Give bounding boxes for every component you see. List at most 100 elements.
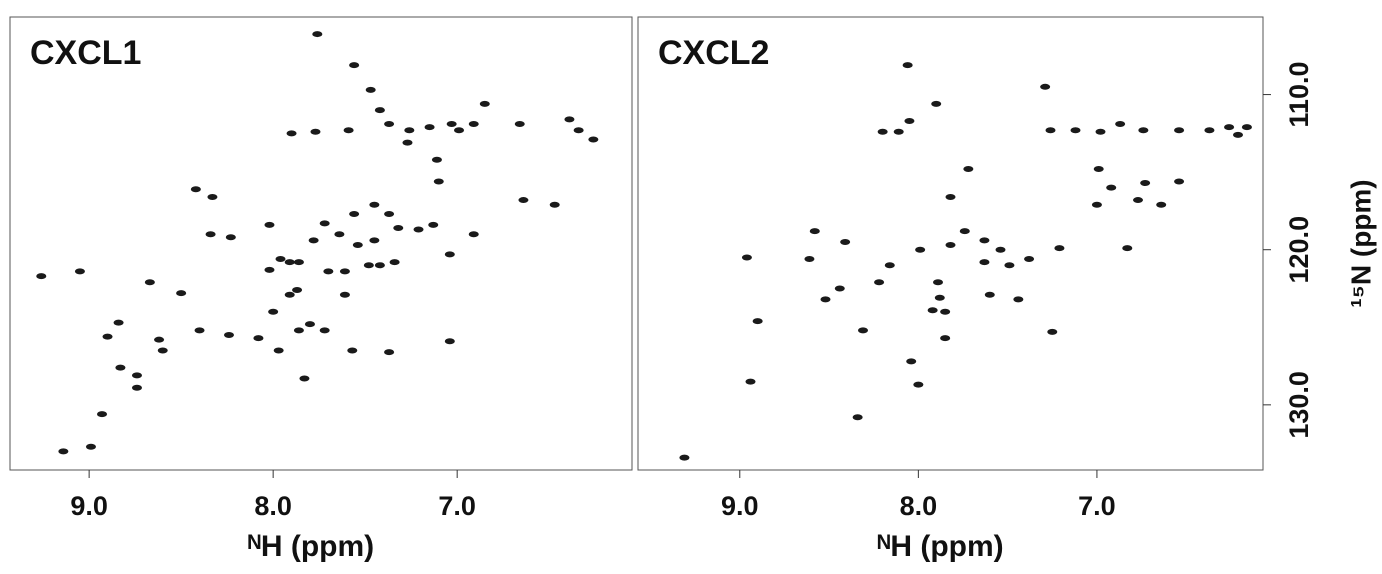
y-axis-label: ¹⁵N (ppm) (1345, 179, 1376, 307)
peak (834, 285, 845, 292)
peak (1093, 166, 1104, 173)
peak (549, 201, 560, 208)
peak (1091, 201, 1102, 208)
peak (1133, 197, 1143, 204)
peak (741, 254, 752, 261)
peak (393, 224, 404, 231)
peak (339, 291, 350, 298)
peak (1115, 121, 1126, 128)
peak (1045, 127, 1056, 134)
peak (940, 308, 951, 315)
peak (293, 327, 304, 334)
peak (275, 256, 286, 263)
peak (334, 231, 345, 238)
peak (573, 127, 584, 134)
peak (144, 279, 155, 286)
peak (264, 221, 275, 228)
peak (468, 121, 479, 128)
x-tick-label: 8.0 (254, 491, 292, 521)
peak (1138, 127, 1149, 134)
peak (323, 268, 334, 275)
peak (264, 266, 275, 273)
peak (319, 327, 330, 334)
panel-title: CXCL2 (658, 34, 769, 72)
peak (454, 127, 465, 134)
peak (312, 31, 323, 38)
peak (343, 127, 354, 134)
x-axis-label: ᴺH (ppm) (877, 530, 1003, 563)
peak (444, 251, 455, 258)
y-tick-label: 130.0 (1284, 371, 1314, 439)
peak (1004, 262, 1015, 269)
peak (902, 62, 913, 69)
peak (389, 259, 400, 266)
peak (374, 107, 385, 114)
peak (468, 231, 479, 238)
y-tick-label: 110.0 (1284, 62, 1314, 128)
peak (995, 246, 1006, 253)
peak (1095, 128, 1106, 135)
peak (927, 307, 938, 314)
peak (564, 116, 575, 123)
peak (268, 308, 279, 315)
peak (1140, 179, 1151, 186)
peak (518, 197, 529, 204)
peak (931, 100, 942, 107)
peak (1106, 184, 1117, 191)
peak (369, 237, 380, 244)
peak (225, 234, 236, 241)
peak (745, 378, 756, 385)
peak (284, 291, 295, 298)
peak (319, 220, 330, 227)
peak (154, 336, 165, 343)
peak (223, 332, 234, 339)
peak (413, 226, 424, 233)
peak (131, 372, 142, 379)
peak (1070, 127, 1081, 134)
peak (58, 448, 69, 455)
peak (1024, 256, 1035, 263)
x-tick-label: 9.0 (70, 491, 108, 521)
peak (384, 121, 395, 128)
plot-frame (9, 16, 633, 471)
peak (1174, 178, 1185, 185)
peak (176, 290, 187, 297)
peak (190, 186, 201, 193)
peak (877, 128, 888, 135)
peak (205, 231, 216, 238)
peak (884, 262, 895, 269)
peak (85, 443, 96, 450)
peak (940, 335, 951, 342)
peak (131, 384, 142, 391)
peak (74, 268, 85, 275)
peak (514, 121, 525, 128)
x-tick-label: 8.0 (900, 491, 938, 521)
peak (157, 347, 168, 354)
peak (852, 414, 863, 421)
peak (347, 347, 358, 354)
peak (253, 335, 264, 342)
peak (1047, 328, 1058, 335)
peak (374, 262, 385, 269)
peak (1156, 201, 1167, 208)
peak (444, 338, 455, 345)
peak (404, 127, 415, 134)
peak (984, 291, 995, 298)
peak (1122, 245, 1133, 252)
peak (352, 242, 363, 249)
peak (1204, 127, 1215, 134)
peak (97, 411, 108, 418)
peak (308, 237, 319, 244)
peak (36, 273, 47, 280)
peak (904, 117, 915, 124)
peak (369, 201, 380, 208)
peak (363, 262, 374, 269)
peak (433, 178, 444, 185)
peak (339, 268, 350, 275)
x-tick-label: 7.0 (438, 491, 476, 521)
peak (113, 319, 124, 326)
peak (804, 256, 815, 263)
peak (979, 237, 990, 244)
peak (752, 318, 763, 325)
